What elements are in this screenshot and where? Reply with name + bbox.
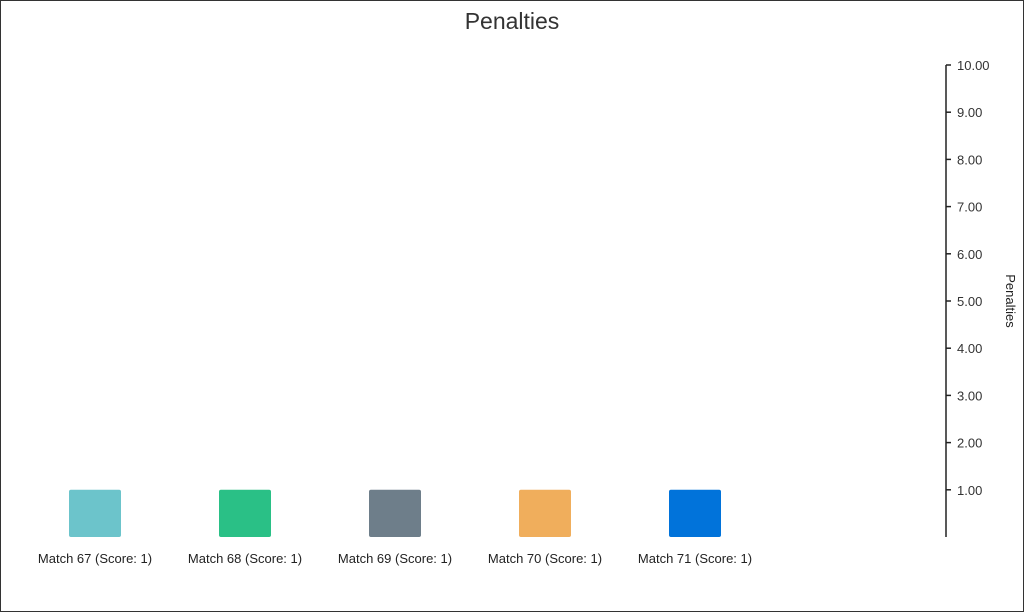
y-tick-label: 5.00	[957, 294, 982, 309]
bar[interactable]	[369, 489, 421, 537]
y-tick-label: 8.00	[957, 152, 982, 167]
y-tick-label: 3.00	[957, 388, 982, 403]
bar[interactable]	[219, 489, 271, 537]
y-tick-label: 7.00	[957, 200, 982, 215]
bars-group	[69, 489, 721, 537]
bar[interactable]	[69, 489, 121, 537]
y-tick-label: 1.00	[957, 483, 982, 498]
category-label: Match 70 (Score: 1)	[488, 551, 602, 566]
y-tick-label: 9.00	[957, 105, 982, 120]
y-tick-label: 2.00	[957, 436, 982, 451]
category-label: Match 68 (Score: 1)	[188, 551, 302, 566]
category-labels-group: Match 67 (Score: 1) Match 68 (Score: 1) Ma…	[38, 551, 752, 566]
y-tick-label: 6.00	[957, 247, 982, 262]
category-label: Match 71 (Score: 1)	[638, 551, 752, 566]
chart-title: Penalties	[464, 8, 560, 34]
y-ticks-group: 1.00 2.00 3.00 4.00 5.00 6.00 7.00 8.00 9.00 10.0…	[946, 58, 990, 498]
y-tick-label: 4.00	[957, 341, 982, 356]
bar[interactable]	[519, 489, 571, 537]
category-label: Match 69 (Score: 1)	[338, 551, 452, 566]
y-axis-title: Penalties	[1003, 274, 1018, 328]
y-tick-label: 10.00	[957, 58, 990, 73]
category-label: Match 67 (Score: 1)	[38, 551, 152, 566]
bar[interactable]	[669, 489, 721, 537]
